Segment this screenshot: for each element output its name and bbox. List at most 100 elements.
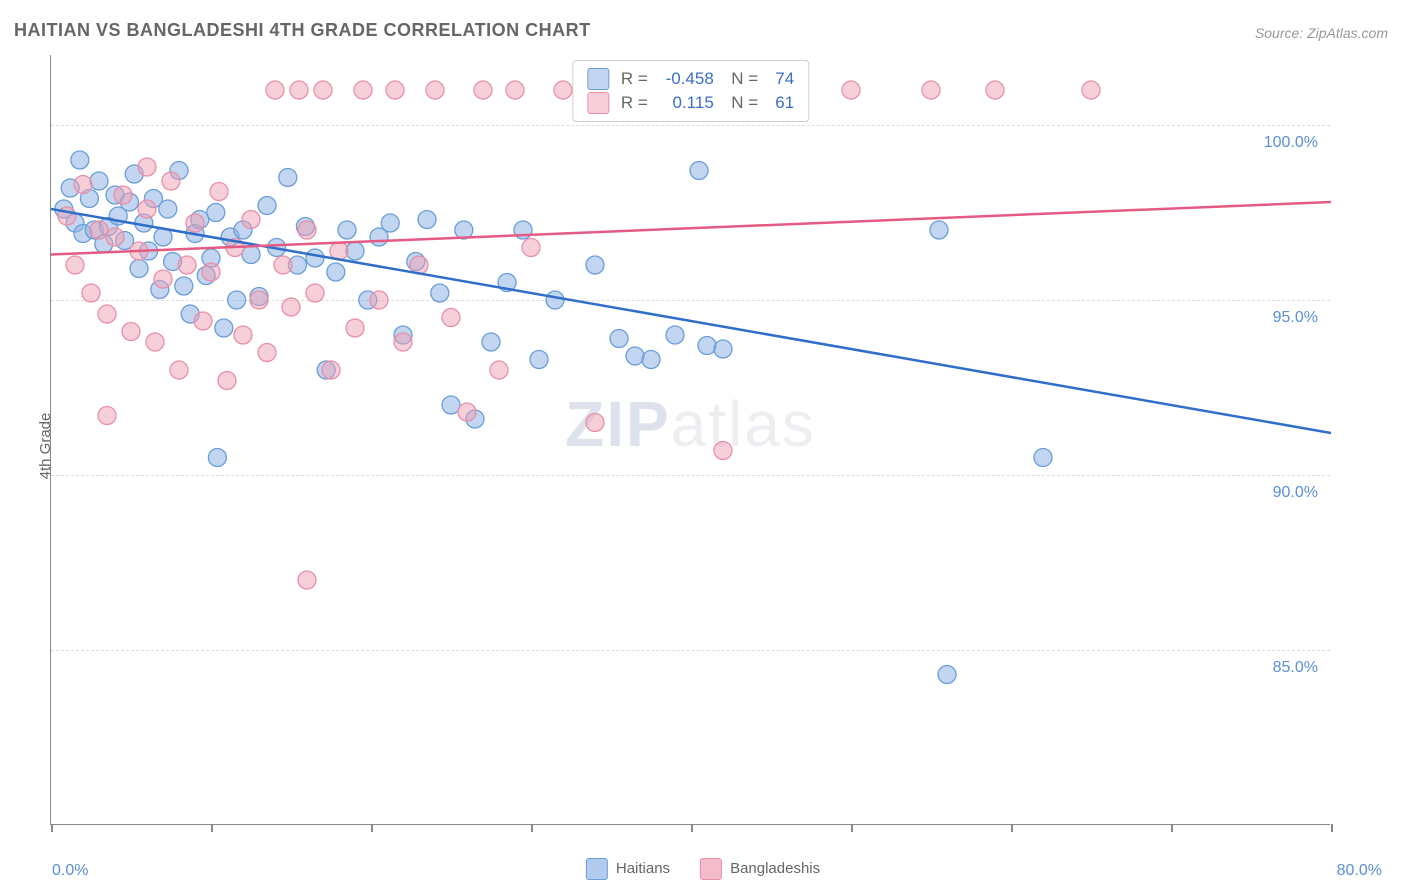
scatter-point — [431, 284, 449, 302]
scatter-point — [234, 326, 252, 344]
x-tick-mark — [851, 824, 853, 832]
corr-swatch — [587, 92, 609, 114]
scatter-point — [74, 176, 92, 194]
correlation-row: R = 0.115 N = 61 — [587, 91, 794, 115]
x-axis-min-label: 0.0% — [52, 862, 88, 880]
scatter-point — [279, 169, 297, 187]
scatter-point — [346, 242, 364, 260]
scatter-point — [442, 309, 460, 327]
scatter-point — [482, 333, 500, 351]
scatter-point — [530, 351, 548, 369]
scatter-point — [938, 666, 956, 684]
scatter-point — [146, 333, 164, 351]
scatter-point — [154, 270, 172, 288]
scatter-point — [554, 81, 572, 99]
correlation-legend: R = -0.458 N = 74R = 0.115 N = 61 — [572, 60, 809, 122]
scatter-point — [642, 351, 660, 369]
scatter-point — [381, 214, 399, 232]
scatter-point — [202, 263, 220, 281]
chart-area: ZIPatlas R = -0.458 N = 74R = 0.115 N = … — [50, 55, 1330, 825]
scatter-point — [610, 330, 628, 348]
scatter-point — [586, 256, 604, 274]
scatter-point — [210, 183, 228, 201]
scatter-point — [698, 337, 716, 355]
x-tick-mark — [371, 824, 373, 832]
scatter-point — [442, 396, 460, 414]
x-tick-mark — [1171, 824, 1173, 832]
corr-n-value: 61 — [766, 91, 794, 115]
scatter-point — [90, 221, 108, 239]
scatter-point — [930, 221, 948, 239]
x-tick-mark — [1011, 824, 1013, 832]
trend-line — [51, 209, 1331, 433]
corr-n-value: 74 — [766, 67, 794, 91]
scatter-point — [546, 291, 564, 309]
scatter-point — [458, 403, 476, 421]
scatter-point — [242, 246, 260, 264]
scatter-point — [354, 81, 372, 99]
scatter-point — [282, 298, 300, 316]
legend-label: Haitians — [616, 860, 670, 877]
scatter-point — [322, 361, 340, 379]
scatter-point — [207, 204, 225, 222]
x-tick-mark — [51, 824, 53, 832]
plot-region: ZIPatlas R = -0.458 N = 74R = 0.115 N = … — [50, 55, 1330, 825]
scatter-point — [306, 249, 324, 267]
scatter-point — [258, 344, 276, 362]
scatter-point — [626, 347, 644, 365]
scatter-point — [114, 186, 132, 204]
scatter-point — [130, 260, 148, 278]
legend-label: Bangladeshis — [730, 860, 820, 877]
legend-bottom: Haitians Bangladeshis — [586, 858, 820, 880]
legend-item: Bangladeshis — [700, 858, 820, 880]
scatter-point — [922, 81, 940, 99]
x-axis-max-label: 80.0% — [1337, 862, 1382, 880]
scatter-point — [714, 340, 732, 358]
scatter-point — [490, 361, 508, 379]
scatter-point — [82, 284, 100, 302]
scatter-point — [194, 312, 212, 330]
scatter-point — [159, 200, 177, 218]
scatter-point — [218, 372, 236, 390]
scatter-point — [1082, 81, 1100, 99]
scatter-point — [474, 81, 492, 99]
scatter-svg — [51, 55, 1331, 825]
legend-item: Haitians — [586, 858, 670, 880]
scatter-point — [274, 256, 292, 274]
scatter-point — [986, 81, 1004, 99]
scatter-point — [426, 81, 444, 99]
scatter-point — [258, 197, 276, 215]
scatter-point — [714, 442, 732, 460]
scatter-point — [386, 81, 404, 99]
scatter-point — [290, 81, 308, 99]
scatter-point — [106, 228, 124, 246]
scatter-point — [298, 571, 316, 589]
chart-title: HAITIAN VS BANGLADESHI 4TH GRADE CORRELA… — [14, 20, 591, 41]
corr-r-value: -0.458 — [656, 67, 714, 91]
scatter-point — [690, 162, 708, 180]
scatter-point — [215, 319, 233, 337]
scatter-point — [138, 158, 156, 176]
scatter-point — [370, 291, 388, 309]
scatter-point — [98, 407, 116, 425]
corr-swatch — [587, 68, 609, 90]
scatter-point — [228, 291, 246, 309]
x-tick-mark — [1331, 824, 1333, 832]
x-tick-mark — [531, 824, 533, 832]
scatter-point — [178, 256, 196, 274]
scatter-point — [522, 239, 540, 257]
corr-r-label: R = — [621, 91, 648, 115]
corr-n-label: N = — [722, 67, 758, 91]
scatter-point — [170, 361, 188, 379]
scatter-point — [394, 333, 412, 351]
scatter-point — [208, 449, 226, 467]
corr-r-value: 0.115 — [656, 91, 714, 115]
scatter-point — [266, 81, 284, 99]
scatter-point — [314, 81, 332, 99]
correlation-row: R = -0.458 N = 74 — [587, 67, 794, 91]
scatter-point — [666, 326, 684, 344]
corr-r-label: R = — [621, 67, 648, 91]
scatter-point — [346, 319, 364, 337]
legend-swatch — [700, 858, 722, 880]
scatter-point — [98, 305, 116, 323]
